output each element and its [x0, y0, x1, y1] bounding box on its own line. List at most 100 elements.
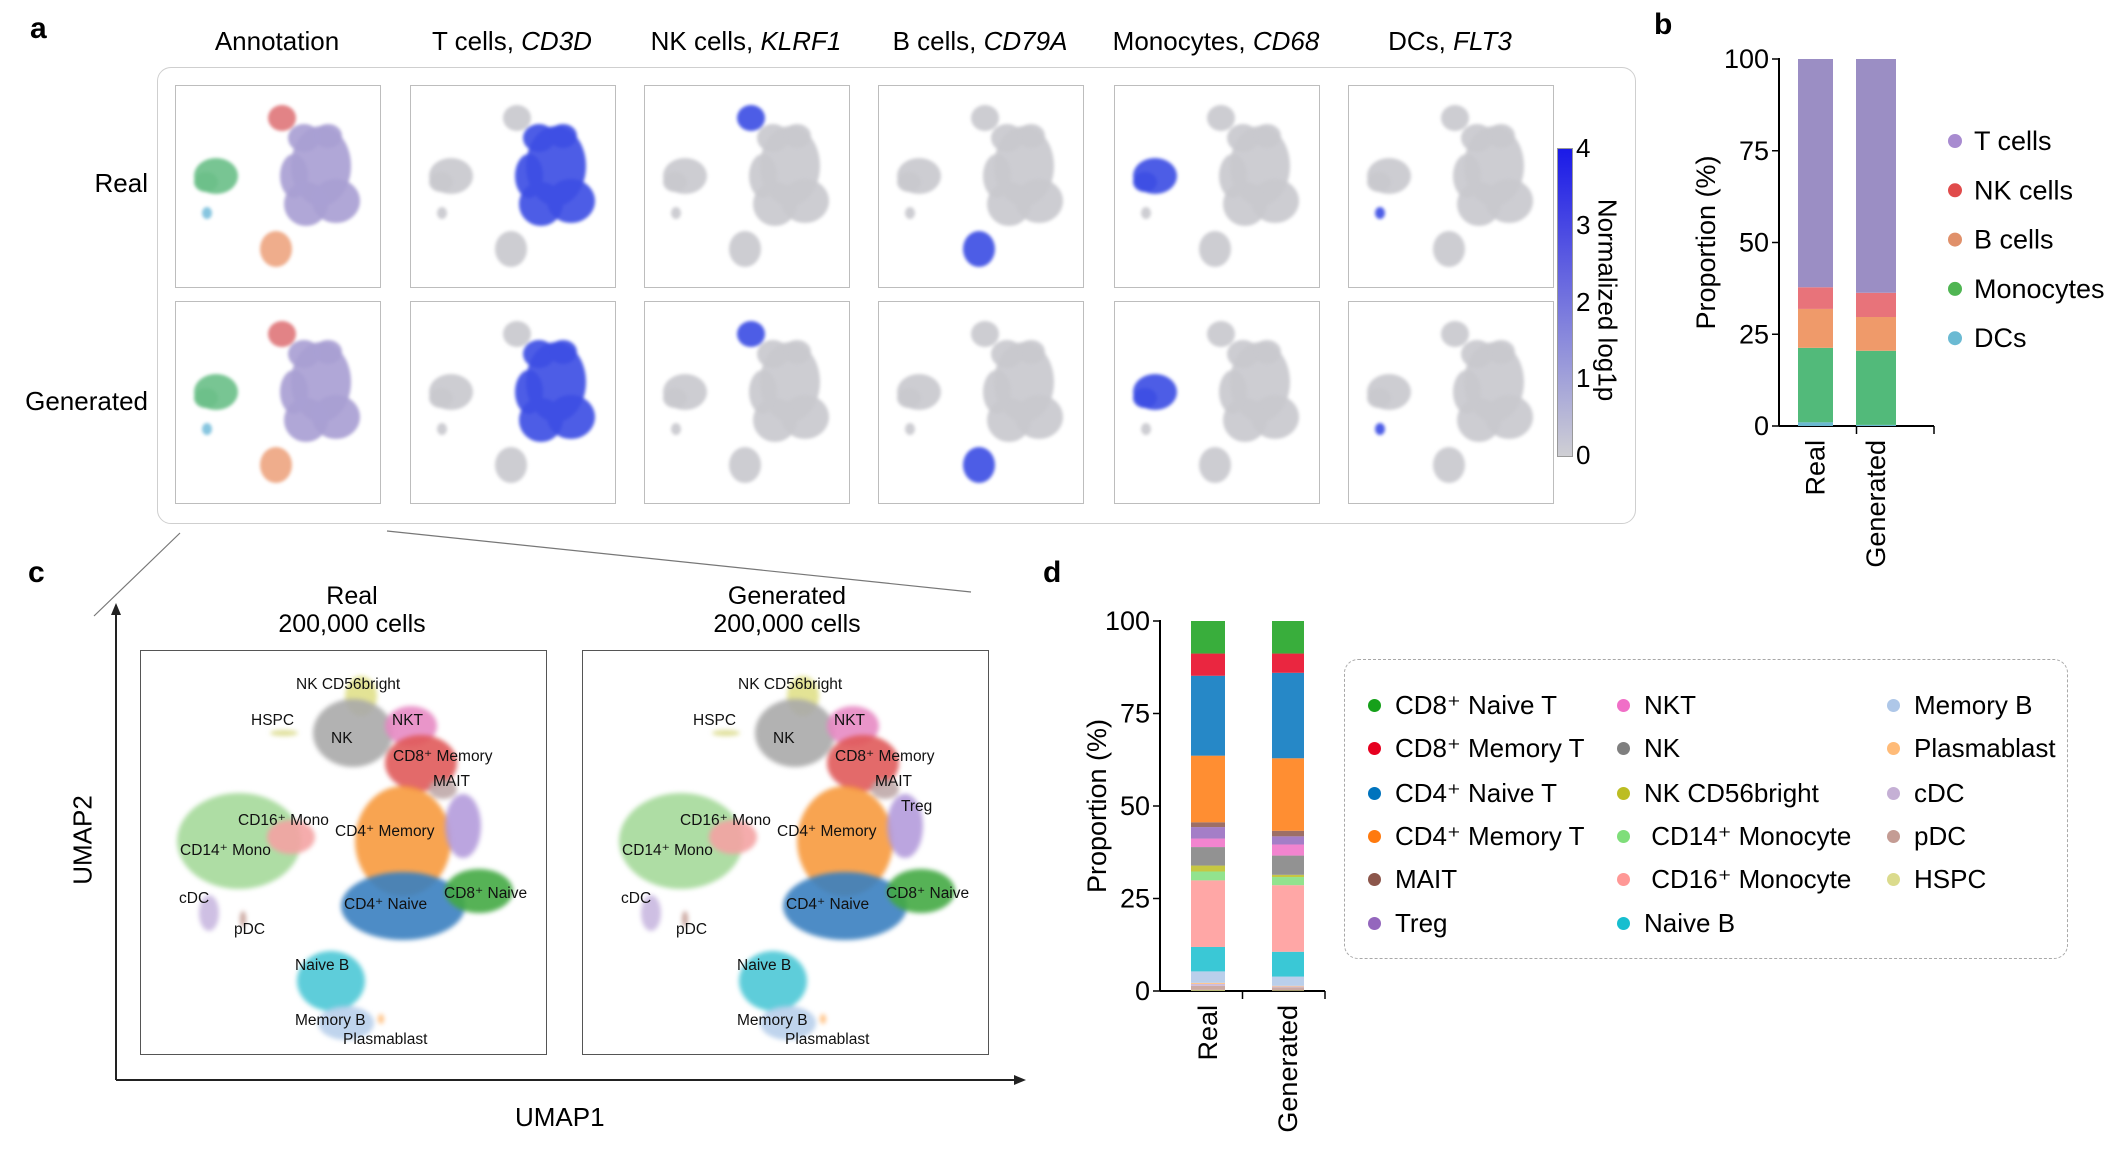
cell-cluster — [199, 895, 219, 931]
cluster-nk-cells — [1207, 105, 1235, 131]
cell-cluster — [318, 1006, 374, 1040]
legend-dot — [1368, 787, 1381, 800]
cluster-t-cells — [1253, 124, 1281, 148]
cell-cluster — [385, 735, 457, 791]
y-tick-label: 25 — [1120, 884, 1150, 914]
gene-name: CD79A — [983, 26, 1068, 56]
cluster-t-cells — [983, 370, 1011, 414]
cluster-monocytes — [1367, 388, 1391, 408]
cluster-monocytes — [1133, 172, 1157, 192]
cluster-label: NK — [773, 730, 795, 747]
colorbar-tick: 2 — [1576, 286, 1591, 317]
cell-cluster — [783, 872, 907, 940]
cluster-t-cells — [749, 370, 777, 414]
cluster-dcs — [1375, 207, 1385, 219]
cluster-t-cells — [783, 124, 811, 148]
cell-cluster — [739, 951, 807, 1011]
bar-segment-mait — [1272, 830, 1304, 837]
legend-label: MAIT — [1395, 864, 1458, 894]
cluster-monocytes — [429, 388, 453, 408]
bar-segment-treg — [1272, 836, 1304, 845]
cluster-label: CD14⁺ Mono — [180, 842, 271, 859]
umap-tile-generated — [1114, 301, 1320, 504]
cell-cluster — [682, 911, 688, 927]
legend-item: Plasmablast — [1887, 733, 2056, 764]
legend-item: CD14⁺ Monocyte — [1617, 821, 1851, 852]
legend-dot — [1887, 830, 1900, 843]
cluster-nk-cells — [503, 321, 531, 347]
panel-d-legend — [1344, 659, 2068, 959]
cluster-label: MAIT — [875, 773, 913, 790]
legend-item: cDC — [1887, 778, 1965, 809]
bar-segment-hspc — [1191, 989, 1225, 991]
cluster-b-cells — [729, 447, 761, 483]
legend-item: CD16⁺ Monocyte — [1617, 864, 1851, 895]
cluster-t-cells — [1219, 370, 1247, 414]
cluster-t-cells — [757, 340, 789, 368]
cluster-label: NK — [331, 730, 353, 747]
legend-dot — [1617, 873, 1630, 886]
cluster-t-cells — [991, 340, 1023, 368]
x-tick-label: Real — [1801, 440, 1831, 496]
umap-generated-plot: NK CD56bright HSPC NKT NK CD8⁺ Memory Treg CD1… — [582, 650, 989, 1055]
legend-label: NK — [1644, 733, 1681, 763]
legend-dot — [1368, 830, 1381, 843]
legend-dot — [1368, 873, 1381, 886]
cluster-t-cells — [1453, 154, 1481, 198]
cluster-nk-cells — [503, 105, 531, 131]
legend-item: Treg — [1368, 908, 1448, 939]
legend-label: CD4⁺ Memory T — [1395, 821, 1585, 851]
cell-cluster — [887, 794, 923, 858]
cluster-label: HSPC — [693, 712, 736, 729]
cluster-nk-cells — [1441, 105, 1469, 131]
legend-item: NKT — [1617, 690, 1696, 721]
cell-type: T cells, — [432, 26, 522, 56]
bar-segment-b-cells — [1856, 317, 1896, 351]
umap-tile-generated — [175, 301, 381, 504]
cluster-label: Memory B — [295, 1012, 366, 1029]
cell-type: B cells, — [892, 26, 984, 56]
x-tick-label: Generated — [1273, 1005, 1303, 1133]
cluster-b-cells — [260, 447, 292, 483]
cell-cluster — [378, 1014, 384, 1024]
row-label-generated: Generated — [25, 386, 148, 416]
y-axis-label: Proportion (%) — [1082, 719, 1112, 893]
cluster-b-cells — [1199, 447, 1231, 483]
zoom-connector-left — [93, 532, 181, 617]
cluster-t-cells — [549, 340, 577, 364]
cell-cluster — [827, 735, 899, 791]
subtitle: 200,000 cells — [713, 610, 861, 638]
legend-label: CD16⁺ Monocyte — [1644, 864, 1852, 894]
cluster-t-cells — [1461, 340, 1493, 368]
cell-cluster — [313, 699, 393, 767]
colorbar-tick: 3 — [1576, 209, 1591, 240]
cell-cluster — [445, 794, 481, 858]
cluster-label: pDC — [676, 921, 707, 938]
gene-name: KLRF1 — [760, 26, 842, 56]
y-tick-label: 0 — [1135, 976, 1150, 1006]
cluster-monocytes — [663, 388, 687, 408]
y-tick-label: 25 — [1739, 319, 1769, 349]
cell-cluster — [429, 779, 457, 799]
cluster-t-cells — [515, 154, 543, 198]
cell-type: Monocytes, — [1112, 26, 1253, 56]
x-tick-label: Real — [1193, 1005, 1223, 1061]
legend-label: Naive B — [1644, 908, 1736, 938]
umap1-label: UMAP1 — [515, 1102, 605, 1132]
legend-label: pDC — [1914, 821, 1967, 851]
cluster-t-cells — [280, 154, 308, 198]
umap-tile-generated — [410, 301, 616, 504]
cluster-dcs — [671, 207, 681, 219]
cluster-dcs — [905, 207, 915, 219]
cell-cluster — [177, 793, 301, 889]
cluster-dcs — [202, 207, 212, 219]
legend-label: CD8⁺ Naive T — [1395, 690, 1558, 720]
cluster-nk-cells — [737, 321, 765, 347]
cell-cluster — [297, 951, 365, 1011]
bar-segment-memory-b — [1272, 976, 1304, 986]
cell-cluster — [712, 730, 740, 736]
cell-cluster — [267, 820, 315, 854]
legend-dot — [1948, 281, 1962, 296]
cluster-label: CD4⁺ Naive — [786, 896, 869, 913]
bar-segment-memory-b — [1191, 971, 1225, 983]
